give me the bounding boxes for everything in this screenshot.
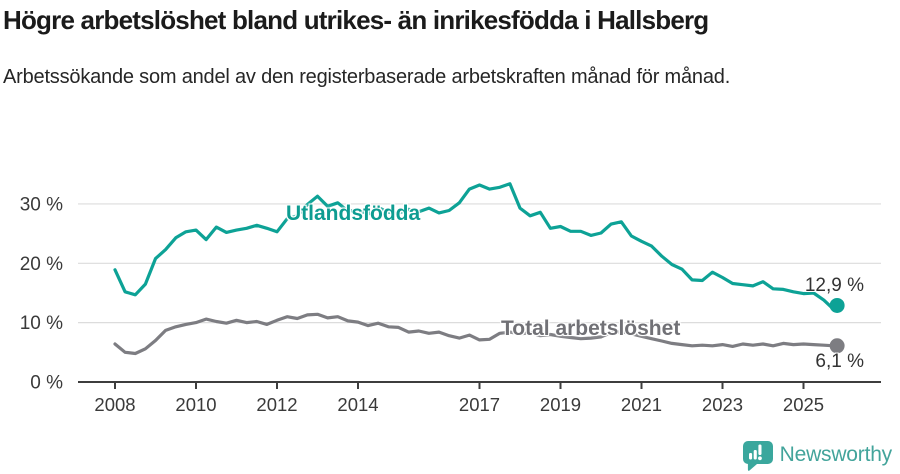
end-value-label-total: 6,1 % — [815, 351, 864, 372]
x-tick-label: 2010 — [175, 394, 216, 415]
newsworthy-logo-icon — [742, 441, 773, 471]
y-tick-label: 20 % — [20, 254, 63, 275]
series-end-dot-total — [829, 338, 845, 354]
x-tick-label: 2025 — [783, 394, 824, 415]
x-tick-label: 2023 — [702, 394, 743, 415]
end-value-label-utlandsfodda: 12,9 % — [804, 275, 864, 296]
x-tick-label: 2014 — [337, 394, 378, 415]
series-label-utlandsfodda: Utlandsfödda — [286, 202, 421, 225]
page-title: Högre arbetslöshet bland utrikes- än inr… — [3, 5, 709, 35]
series-label-total-arbetsloshet: Total arbetslöshet — [501, 317, 681, 340]
page-subtitle: Arbetssökande som andel av den registerb… — [3, 66, 731, 88]
y-tick-label: 30 % — [20, 194, 63, 215]
newsworthy-logo-text: Newsworthy — [779, 443, 893, 466]
newsworthy-logo[interactable]: Newsworthy — [741, 439, 892, 471]
y-tick-label: 10 % — [20, 313, 63, 334]
x-tick-label: 2021 — [621, 394, 662, 415]
x-tick-label: 2012 — [256, 394, 297, 415]
x-tick-label: 2017 — [459, 394, 500, 415]
y-tick-label: 0 % — [30, 373, 63, 394]
x-tick-label: 2008 — [94, 394, 135, 415]
series-end-dot-utlandsfodda — [829, 297, 845, 313]
series-line-utlandsfodda — [113, 182, 839, 312]
series-line-total — [113, 312, 839, 356]
x-tick-label: 2019 — [540, 394, 581, 415]
